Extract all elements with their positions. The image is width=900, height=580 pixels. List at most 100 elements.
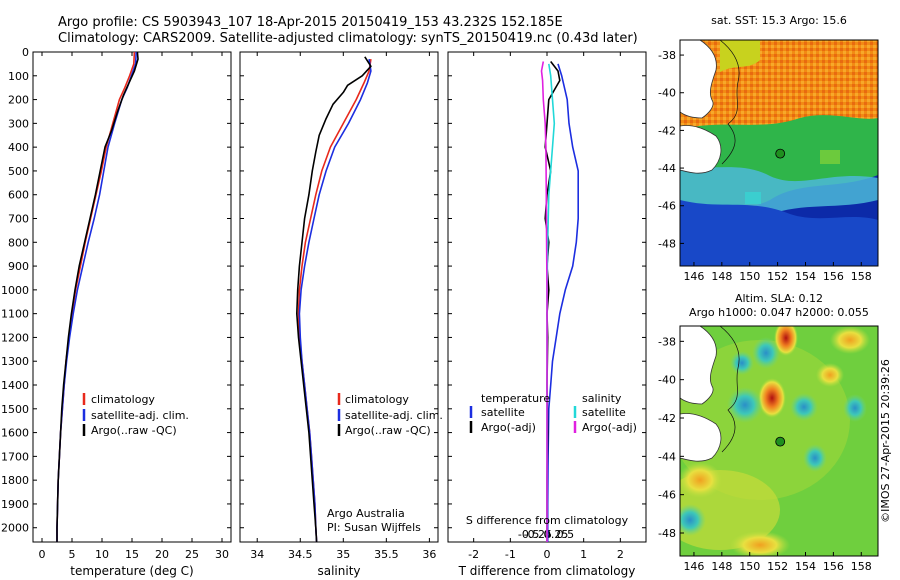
- sla-map-title-2: Argo h1000: 0.047 h2000: 0.055: [689, 306, 869, 319]
- legend-label-t-argo: Argo(-adj): [481, 421, 536, 434]
- legend-label-climatology: climatology: [345, 393, 409, 406]
- legend-label-t-satellite: satellite: [481, 406, 525, 419]
- lon-tick-label: 152: [767, 270, 788, 283]
- lat-tick-label: -46: [658, 200, 676, 213]
- depth-tick-label: 1300: [1, 355, 29, 368]
- sla-map-frame: [679, 325, 879, 557]
- sst-map-lon-axis: 146 148 150 152 154 156 158: [683, 262, 872, 283]
- sst-map-title: sat. SST: 15.3 Argo: 15.6: [711, 14, 847, 27]
- credit-line-2: PI: Susan Wijffels: [327, 521, 421, 534]
- depth-tick-label: 200: [8, 94, 29, 107]
- temperature-panel: 0100200300400500600700800900100011001200…: [1, 46, 232, 578]
- depth-tick-label: 400: [8, 141, 29, 154]
- x-tick-label: 0: [544, 548, 551, 561]
- difference-series: [540, 61, 580, 542]
- lat-tick-label: -42: [658, 412, 676, 425]
- lat-tick-label: -38: [658, 335, 676, 348]
- x-tick-label: -2: [468, 548, 479, 561]
- series-line-argo-raw-qc-: [56, 52, 139, 542]
- temperature-series: [56, 52, 139, 542]
- x-tick-label: 10: [95, 548, 109, 561]
- salinity-xlabel: salinity: [317, 564, 360, 578]
- lat-tick-label: -42: [658, 124, 676, 137]
- lon-tick-label: 148: [711, 560, 732, 573]
- lat-tick-label: -40: [658, 374, 676, 387]
- x-tick-label: 2: [617, 548, 624, 561]
- depth-tick-label: 1800: [1, 474, 29, 487]
- depth-tick-label: 1600: [1, 427, 29, 440]
- depth-tick-label: 800: [8, 236, 29, 249]
- temperature-x-axis: 0 5 10 15 20 25 30: [39, 52, 229, 561]
- depth-tick-label: 100: [8, 70, 29, 83]
- legend-title-temperature: temperature: [481, 392, 550, 405]
- imos-timestamp: ©IMOS 27-Apr-2015 20:39:26: [879, 359, 892, 523]
- s-tick-label: -0.25: [524, 528, 552, 541]
- s-tick-label: -0.5: [518, 528, 539, 541]
- x-tick-label: 1: [580, 548, 587, 561]
- argo-float-marker: [775, 436, 786, 447]
- sst-field: [680, 40, 878, 266]
- depth-tick-label: 900: [8, 260, 29, 273]
- sla-field: [680, 326, 878, 556]
- legend-label-satellite: satellite-adj. clim.: [345, 409, 443, 422]
- legend-label-s-argo: Argo(-adj): [582, 421, 637, 434]
- depth-tick-label: 600: [8, 189, 29, 202]
- sla-map-lon-axis: 146 148 150 152 154 156 158: [683, 552, 872, 573]
- lon-tick-label: 150: [739, 560, 760, 573]
- salinity-axes-frame: [239, 51, 439, 543]
- difference-xlabel: T difference from climatology: [458, 564, 636, 578]
- sla-map-title-1: Altim. SLA: 0.12: [735, 292, 823, 305]
- depth-tick-label: 1200: [1, 331, 29, 344]
- legend-label-argo: Argo(..raw -QC): [345, 424, 431, 437]
- depth-axis: 0 100 200 300 400 500 600 700 800 900 1000 1100 1200…: [1, 46, 231, 535]
- tasmania: [680, 125, 722, 174]
- salinity-legend: climatology satellite-adj. clim. Argo(..…: [337, 393, 443, 437]
- sst-map-frame: [679, 39, 879, 267]
- header-line-2: Climatology: CARS2009. Satellite-adjuste…: [58, 31, 638, 46]
- x-tick-label: 36: [422, 548, 436, 561]
- lon-tick-label: 154: [795, 560, 816, 573]
- s-tick-label: 0.5: [557, 528, 575, 541]
- lon-tick-label: 158: [851, 560, 872, 573]
- x-tick-label: -1: [505, 548, 516, 561]
- depth-tick-label: 1400: [1, 379, 29, 392]
- x-tick-label: 30: [215, 548, 229, 561]
- difference-depth-ticks: [448, 51, 646, 529]
- lon-tick-label: 150: [739, 270, 760, 283]
- sla-map-lat-axis: -38 -40 -42 -44 -46 -48: [658, 335, 684, 540]
- depth-tick-label: 1100: [1, 308, 29, 321]
- depth-tick-label: 2000: [1, 522, 29, 535]
- lon-tick-label: 156: [823, 560, 844, 573]
- temperature-legend: climatology satellite-adj. clim. Argo(..…: [82, 393, 189, 437]
- difference-legend: temperature salinity satellite Argo(-adj…: [469, 392, 637, 434]
- lon-tick-label: 146: [683, 270, 704, 283]
- series-line-argo-raw-qc-: [295, 56, 372, 542]
- credit-line-1: Argo Australia: [327, 507, 405, 520]
- argo-float-marker: [775, 148, 786, 159]
- sst-map-lat-axis: -38 -40 -42 -44 -46 -48: [658, 49, 684, 250]
- series-line-temperature-satellite: [546, 63, 580, 542]
- salinity-panel: 34 34.5 35 35.5 36 salinity climatology sate…: [239, 51, 443, 578]
- temperature-xlabel: temperature (deg C): [70, 564, 193, 578]
- lon-tick-label: 158: [851, 270, 872, 283]
- difference-xlabel2: S difference from climatology: [466, 514, 629, 527]
- x-tick-label: 20: [155, 548, 169, 561]
- x-tick-label: 34.5: [288, 548, 313, 561]
- salinity-series: [295, 56, 372, 542]
- depth-tick-label: 700: [8, 213, 29, 226]
- lon-tick-label: 146: [683, 560, 704, 573]
- series-line-satellite-adj-clim-: [298, 58, 372, 542]
- mainland-australia: [680, 326, 717, 405]
- x-tick-label: 34: [250, 548, 264, 561]
- lat-tick-label: -44: [658, 450, 676, 463]
- sst-map: sat. SST: 15.3 Argo: 15.6 146 148 150 152 15…: [658, 14, 879, 283]
- lon-tick-label: 156: [823, 270, 844, 283]
- salinity-x-axis: 34 34.5 35 35.5 36: [250, 52, 436, 561]
- lon-tick-label: 152: [767, 560, 788, 573]
- x-tick-label: 5: [69, 548, 76, 561]
- legend-label-s-satellite: satellite: [582, 406, 626, 419]
- lon-tick-label: 148: [711, 270, 732, 283]
